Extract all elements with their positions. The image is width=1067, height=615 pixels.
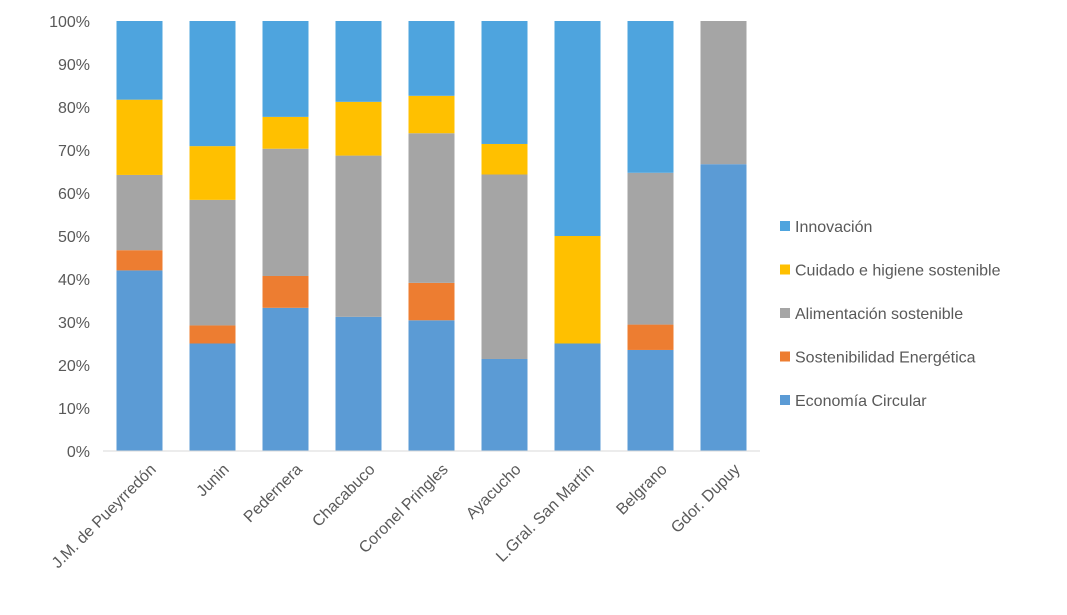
legend-item: Alimentación sostenible bbox=[780, 306, 963, 323]
bar-segment bbox=[262, 116, 309, 149]
bar-segment bbox=[408, 95, 455, 134]
bar-segment bbox=[335, 316, 382, 451]
y-tick-label: 50% bbox=[58, 229, 90, 246]
bar-segment bbox=[408, 133, 455, 283]
y-tick-label: 20% bbox=[58, 358, 90, 375]
bar-segment bbox=[627, 172, 674, 325]
bar-segment bbox=[262, 148, 309, 276]
bar-segment bbox=[116, 270, 163, 451]
bar-segment bbox=[481, 143, 528, 175]
bar-segment bbox=[481, 174, 528, 359]
bar-segment bbox=[481, 21, 528, 144]
legend-swatch bbox=[780, 351, 790, 362]
legend-label: Sostenibilidad Energética bbox=[795, 350, 976, 367]
bar-segment bbox=[627, 21, 674, 173]
bar-segment bbox=[481, 358, 528, 451]
legend-swatch bbox=[780, 395, 790, 405]
x-tick-label: Chacabuco bbox=[309, 461, 378, 530]
bar-segment bbox=[262, 275, 309, 308]
bar-stack bbox=[116, 21, 163, 451]
y-tick-label: 40% bbox=[58, 272, 90, 289]
y-tick-label: 90% bbox=[58, 57, 90, 74]
legend-item: Sostenibilidad Energética bbox=[780, 350, 976, 367]
y-tick-label: 0% bbox=[67, 444, 90, 461]
bar-segment bbox=[189, 146, 236, 200]
y-axis: 0% 10% 20% 30% 40% 50% 60% 70% 80% 90% 100% bbox=[49, 14, 90, 461]
bar-segment bbox=[189, 343, 236, 451]
legend-item: Economía Circular bbox=[780, 393, 927, 410]
legend-label: Cuidado e higiene sostenible bbox=[795, 263, 1001, 280]
legend-swatch bbox=[780, 264, 790, 275]
bar-segment bbox=[116, 99, 163, 175]
bar-stack bbox=[481, 21, 528, 451]
bar-stack bbox=[554, 21, 601, 451]
bar-stack bbox=[700, 21, 747, 451]
bar-stack bbox=[408, 21, 455, 451]
bar-stack bbox=[627, 21, 674, 451]
bar-segment bbox=[189, 325, 236, 344]
legend-item: Cuidado e higiene sostenible bbox=[780, 263, 1001, 280]
bar-segment bbox=[554, 343, 601, 451]
bar-segment bbox=[554, 236, 601, 344]
bar-segment bbox=[627, 324, 674, 350]
y-tick-label: 10% bbox=[58, 401, 90, 418]
bar-segment bbox=[116, 174, 163, 251]
bar-segment bbox=[700, 21, 747, 165]
bar-segment bbox=[408, 21, 455, 96]
bar-segment bbox=[627, 349, 674, 451]
legend-swatch bbox=[780, 308, 790, 318]
bar-segment bbox=[262, 307, 309, 451]
bar-segment bbox=[335, 155, 382, 317]
y-tick-label: 60% bbox=[58, 186, 90, 203]
bar-segment bbox=[262, 21, 309, 117]
x-axis: J.M. de Pueyrredón Junin Pedernera Chacabuc… bbox=[49, 461, 744, 572]
bar-segment bbox=[408, 320, 455, 451]
x-tick-label: Pedernera bbox=[241, 461, 306, 526]
bar-stack bbox=[335, 21, 382, 451]
x-tick-label: Ayacucho bbox=[463, 461, 525, 523]
bar-segment bbox=[335, 21, 382, 102]
bar-segment bbox=[554, 21, 601, 236]
bar-segment bbox=[335, 101, 382, 156]
bar-stack bbox=[262, 21, 309, 451]
legend-label: Alimentación sostenible bbox=[795, 306, 963, 323]
bar-segment bbox=[116, 21, 163, 100]
legend-label: Innovación bbox=[795, 219, 872, 236]
x-tick-label: J.M. de Pueyrredón bbox=[49, 461, 160, 572]
legend-label: Economía Circular bbox=[795, 393, 927, 410]
y-tick-label: 100% bbox=[49, 14, 90, 31]
x-tick-label: Junin bbox=[194, 461, 233, 500]
bar-segment bbox=[189, 199, 236, 326]
y-tick-label: 80% bbox=[58, 100, 90, 117]
x-tick-label: Belgrano bbox=[613, 461, 670, 518]
bar-segment bbox=[700, 164, 747, 451]
y-tick-label: 30% bbox=[58, 315, 90, 332]
y-tick-label: 70% bbox=[58, 143, 90, 160]
bar-segment bbox=[408, 282, 455, 321]
legend-item: Innovación bbox=[780, 219, 872, 236]
bar-stacks bbox=[116, 21, 747, 451]
legend: Innovación Cuidado e higiene sostenible Al… bbox=[780, 219, 1001, 410]
legend-swatch bbox=[780, 221, 790, 231]
bar-segment bbox=[189, 21, 236, 147]
bar-stack bbox=[189, 21, 236, 451]
bar-segment bbox=[116, 250, 163, 271]
x-tick-label: Gdor. Dupuy bbox=[668, 461, 744, 537]
